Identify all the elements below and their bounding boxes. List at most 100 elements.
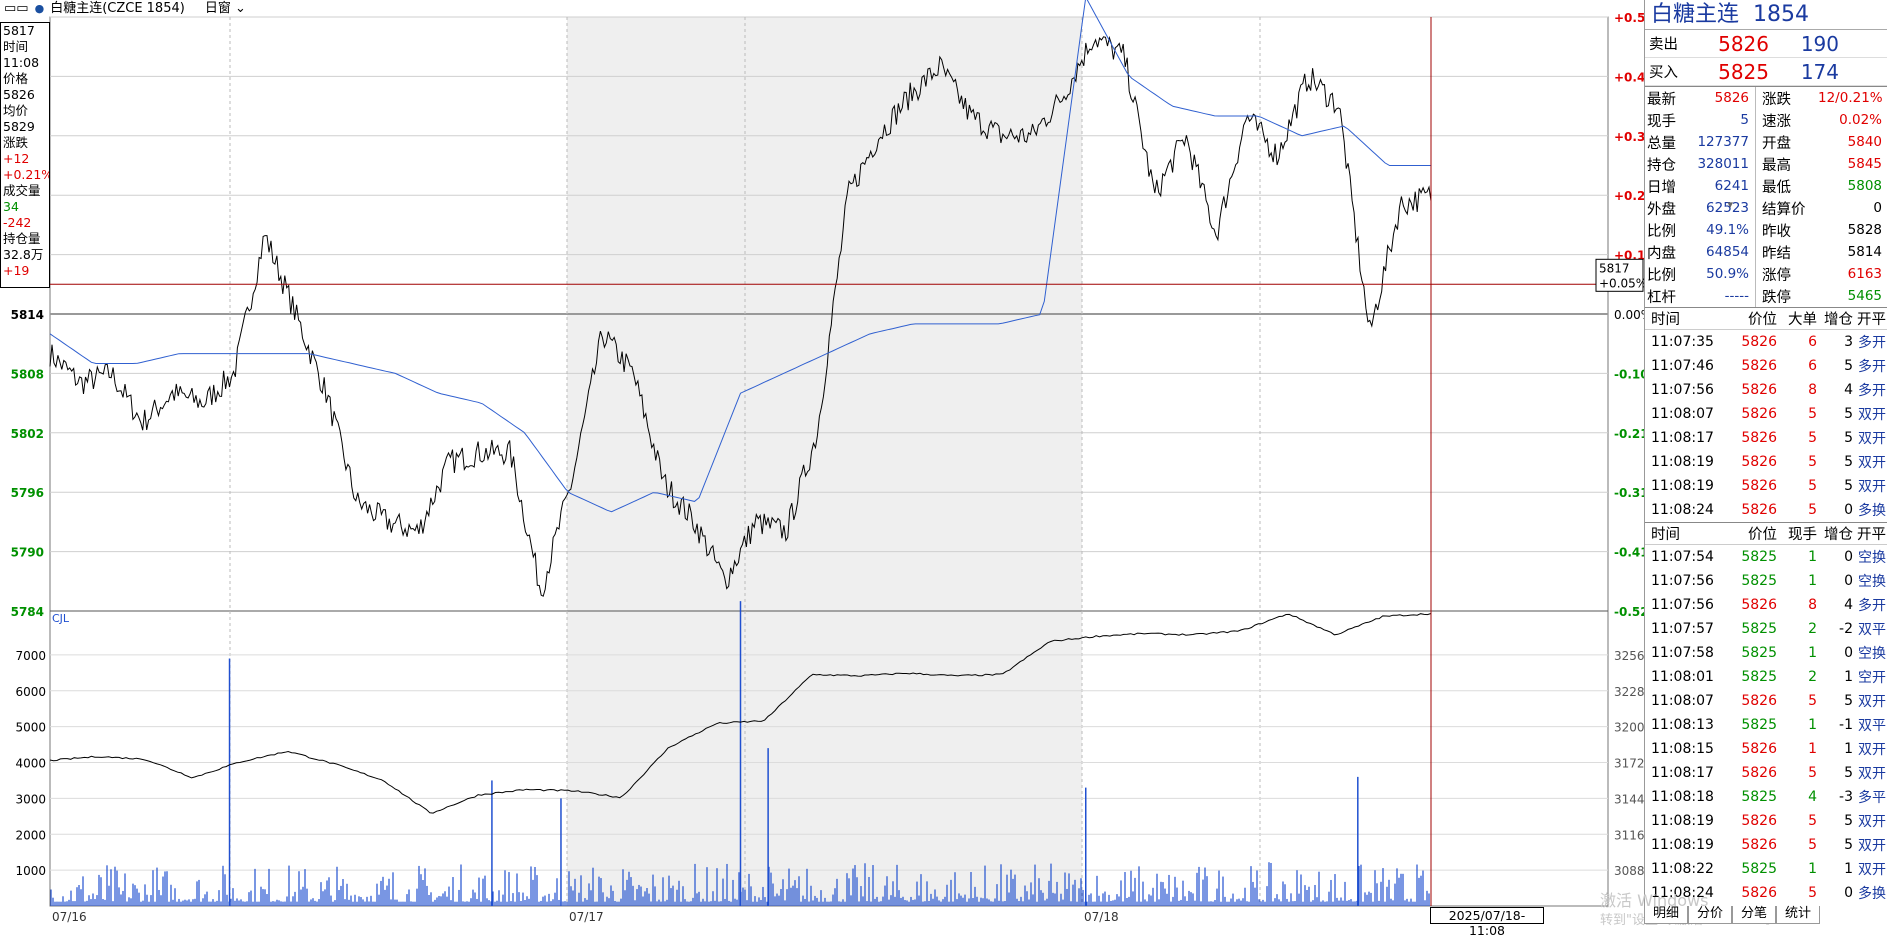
table-cell: 5825 bbox=[1741, 861, 1777, 877]
tab-分价[interactable]: 分价 bbox=[1688, 906, 1733, 924]
table-cell: 多换 bbox=[1858, 503, 1886, 519]
pct-tick-label: -0.52% bbox=[1614, 605, 1644, 619]
stat-label: 昨收 bbox=[1762, 223, 1791, 240]
table-cell: 空换 bbox=[1858, 550, 1886, 566]
stat-label: 比例 bbox=[1647, 223, 1676, 240]
price-tick-label: 5790 bbox=[11, 546, 44, 560]
table-row[interactable]: 11:07:56 5826 8 4 多开 bbox=[1645, 593, 1887, 617]
column-header: 现手 bbox=[1788, 527, 1817, 543]
table-row[interactable]: 11:07:54 5825 1 0 空换 bbox=[1645, 545, 1887, 569]
table-cell: 5 bbox=[1844, 478, 1853, 494]
table-row[interactable]: 11:07:57 5825 2 -2 双平 bbox=[1645, 617, 1887, 641]
table-row[interactable]: 11:08:19 5826 5 5 双开 bbox=[1645, 474, 1887, 498]
tab-统计[interactable]: 统计 bbox=[1776, 906, 1821, 924]
table-row[interactable]: 11:08:19 5826 5 5 双开 bbox=[1645, 809, 1887, 833]
table-row[interactable]: 11:07:58 5825 1 0 空换 bbox=[1645, 641, 1887, 665]
table-cell: 双平 bbox=[1858, 622, 1886, 638]
info-oi-delta: +19 bbox=[3, 263, 30, 278]
table-cell: 多开 bbox=[1858, 335, 1886, 351]
table-row[interactable]: 11:08:24 5826 5 0 多换 bbox=[1645, 881, 1887, 905]
bullet-icon: ● bbox=[34, 1, 45, 15]
table-cell: 11:08:22 bbox=[1651, 861, 1714, 877]
tab-分笔[interactable]: 分笔 bbox=[1732, 906, 1777, 924]
pct-tick-label: -0.31% bbox=[1614, 486, 1644, 500]
table-cell: 11:08:07 bbox=[1651, 693, 1714, 709]
table-row[interactable]: 11:08:13 5825 1 -1 双平 bbox=[1645, 713, 1887, 737]
table-cell: 1 bbox=[1808, 573, 1817, 589]
table-cell: 11:08:19 bbox=[1651, 837, 1714, 853]
stat-value: 6163 bbox=[1847, 266, 1882, 282]
table-row[interactable]: 11:08:01 5825 2 1 空开 bbox=[1645, 665, 1887, 689]
table-cell: 11:08:19 bbox=[1651, 454, 1714, 470]
column-header: 增仓 bbox=[1824, 312, 1853, 328]
chart-area[interactable]: 5814 5808 5802 5796 5790 5784 +0.52% +0.41% +0.3… bbox=[0, 0, 1644, 924]
table-cell: 0 bbox=[1844, 549, 1853, 565]
stat-label: 跌停 bbox=[1762, 289, 1791, 306]
instrument-title[interactable]: 白糖主连(CZCE 1854) bbox=[50, 0, 185, 16]
table-row[interactable]: 11:07:56 5826 8 4 多开 bbox=[1645, 378, 1887, 402]
table-cell: 双开 bbox=[1858, 766, 1886, 782]
table-row[interactable]: 11:08:19 5826 5 5 双开 bbox=[1645, 450, 1887, 474]
caret-down-icon[interactable]: ▾ bbox=[1727, 197, 1734, 211]
table-row[interactable]: 11:08:22 5825 1 1 双开 bbox=[1645, 857, 1887, 881]
stat-divider bbox=[1755, 219, 1756, 241]
table-cell: 0 bbox=[1844, 573, 1853, 589]
table-cell: 1 bbox=[1808, 549, 1817, 565]
table-cell: 5 bbox=[1844, 454, 1853, 470]
table-cell: 5826 bbox=[1741, 430, 1777, 446]
table-cell: 空换 bbox=[1858, 646, 1886, 662]
quote-panel: 白糖主连 1854 卖出 5826 190 买入 5825 174 最新 5826… bbox=[1644, 0, 1887, 924]
oi-tick-label: 308830 bbox=[1614, 864, 1644, 878]
stat-divider bbox=[1755, 109, 1756, 131]
table-row[interactable]: 11:08:18 5825 4 -3 多平 bbox=[1645, 785, 1887, 809]
stat-label: 最高 bbox=[1762, 157, 1791, 174]
table-row[interactable]: 11:08:24 5826 5 0 多换 bbox=[1645, 498, 1887, 522]
table-row[interactable]: 11:08:07 5826 5 5 双开 bbox=[1645, 402, 1887, 426]
stat-divider bbox=[1755, 131, 1756, 153]
stat-label: 持仓 bbox=[1647, 157, 1676, 174]
volume-label: CJL bbox=[52, 612, 70, 625]
menu-icon[interactable]: ▭▭ bbox=[4, 0, 29, 16]
table-row[interactable]: 11:07:56 5825 1 0 空换 bbox=[1645, 569, 1887, 593]
volume-tick-label: 5000 bbox=[15, 721, 46, 735]
table-row[interactable]: 11:08:19 5826 5 5 双开 bbox=[1645, 833, 1887, 857]
stat-value: 127377 bbox=[1697, 134, 1749, 150]
stat-label: 最新 bbox=[1647, 91, 1676, 108]
stat-label: 涨停 bbox=[1762, 267, 1791, 284]
table-cell: 多开 bbox=[1858, 359, 1886, 375]
table-cell: 多平 bbox=[1858, 790, 1886, 806]
price-tick-label: 5808 bbox=[11, 367, 44, 381]
volume-tick-label: 2000 bbox=[15, 828, 46, 842]
tab-明细[interactable]: 明细 bbox=[1644, 906, 1689, 924]
table-row[interactable]: 11:08:07 5826 5 5 双开 bbox=[1645, 689, 1887, 713]
table-cell: 11:07:57 bbox=[1651, 621, 1714, 637]
quote-title: 白糖主连 1854 bbox=[1645, 0, 1887, 30]
period-dropdown[interactable]: 日窗 ⌄ bbox=[204, 0, 246, 16]
sell-label: 卖出 bbox=[1649, 37, 1678, 53]
stat-value: 5828 bbox=[1847, 222, 1882, 238]
sell-price: 5826 bbox=[1718, 31, 1769, 56]
column-header: 价位 bbox=[1748, 312, 1777, 328]
table-cell: 11:08:19 bbox=[1651, 813, 1714, 829]
volume-tick-label: 6000 bbox=[15, 685, 46, 699]
table-cell: 5826 bbox=[1741, 334, 1777, 350]
price-tick-label: 5802 bbox=[11, 427, 44, 441]
stats-row: 总量 127377 开盘 5840 bbox=[1645, 131, 1887, 153]
table-row[interactable]: 11:07:46 5826 6 5 多开 bbox=[1645, 354, 1887, 378]
table-row[interactable]: 11:08:17 5826 5 5 双开 bbox=[1645, 426, 1887, 450]
tick-detail-table[interactable]: 时间 价位 现手 增仓 开平 11:07:54 5825 1 0 空换 11:07:56 5825 1 0… bbox=[1645, 523, 1887, 905]
table-cell: 5 bbox=[1808, 430, 1817, 446]
table-cell: 多开 bbox=[1858, 383, 1886, 399]
pct-tick-label: -0.10% bbox=[1614, 367, 1644, 381]
table-cell: -3 bbox=[1839, 789, 1853, 805]
table-cell: 5826 bbox=[1741, 693, 1777, 709]
info-oi-label: 持仓量 bbox=[3, 231, 41, 246]
table-row[interactable]: 11:07:35 5826 6 3 多开 bbox=[1645, 330, 1887, 354]
pct-tick-label: -0.21% bbox=[1614, 427, 1644, 441]
table-row[interactable]: 11:08:15 5826 1 1 双开 bbox=[1645, 737, 1887, 761]
column-header: 开平 bbox=[1857, 312, 1886, 328]
average-price-line bbox=[49, 0, 1431, 513]
stat-label: 总量 bbox=[1647, 135, 1676, 152]
big-order-table[interactable]: 时间 价位 大单 增仓 开平 11:07:35 5826 6 3 多开 11:07:46 5826 6 5… bbox=[1645, 308, 1887, 523]
table-row[interactable]: 11:08:17 5826 5 5 双开 bbox=[1645, 761, 1887, 785]
